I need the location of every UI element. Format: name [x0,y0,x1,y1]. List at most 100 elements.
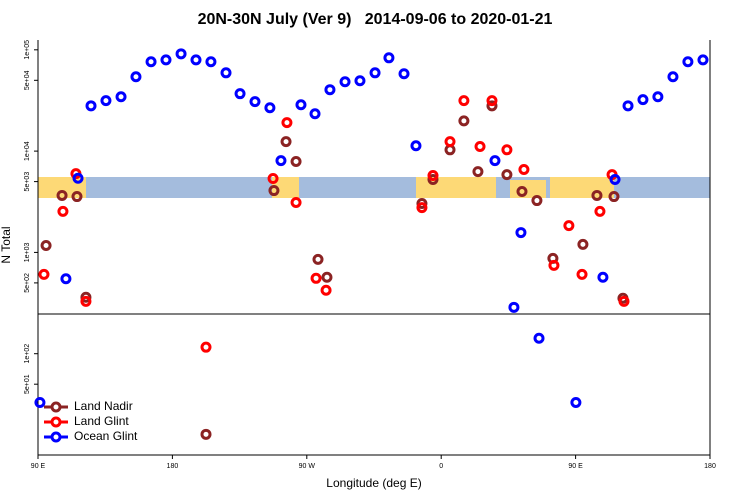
land-strip [510,180,546,198]
point [489,155,501,167]
point [200,341,212,353]
legend-marker [50,401,62,413]
point [275,155,287,167]
point [618,295,630,307]
point [474,141,486,153]
point [697,54,709,66]
point [416,197,428,209]
y-tick-label: 1e+04 [24,141,31,161]
point [115,91,127,103]
y-tick-label: 5e+04 [24,70,31,90]
point [622,100,634,112]
point [369,67,381,79]
point [71,191,83,203]
point [40,240,52,252]
point [56,189,68,201]
point [130,71,142,83]
point [321,271,333,283]
point [290,156,302,168]
point [398,68,410,80]
point [548,259,560,271]
x-tick-label: 0 [439,463,443,470]
point [249,96,261,108]
point [563,220,575,232]
point [444,136,456,148]
point [38,268,50,280]
point [416,202,428,214]
point [85,100,97,112]
point [576,268,588,280]
point [200,428,212,440]
point [427,174,439,186]
point [80,295,92,307]
point [290,196,302,208]
point [205,56,217,68]
point [34,396,46,408]
point [570,396,582,408]
y-tick-label: 1e+05 [24,40,31,60]
point [458,115,470,127]
point [57,205,69,217]
point [100,95,112,107]
point [175,48,187,60]
point [190,54,202,66]
point [609,174,621,186]
legend-label: Land Glint [74,414,129,428]
point [145,56,157,68]
point [295,99,307,111]
point [160,54,172,66]
legend-marker [50,416,62,428]
point [310,272,322,284]
legend-marker [50,431,62,443]
point [591,189,603,201]
point [354,75,366,87]
point [267,173,279,185]
y-axis-label: N Total [0,226,13,263]
point [458,95,470,107]
point [312,253,324,265]
x-tick-label: 90 E [31,463,46,470]
point [410,140,422,152]
point [281,117,293,129]
y-tick-label: 5e+02 [24,273,31,293]
point [501,144,513,156]
point [515,227,527,239]
point [60,273,72,285]
point [309,108,321,120]
x-tick-label: 180 [167,463,179,470]
point [427,170,439,182]
point [682,56,694,68]
legend-label: Land Nadir [74,399,133,413]
point [594,205,606,217]
point [264,102,276,114]
point [320,284,332,296]
point [486,95,498,107]
x-tick-label: 90 E [568,463,583,470]
y-tick-label: 1e+02 [24,344,31,364]
point [518,164,530,176]
point [501,169,513,181]
point [72,172,84,184]
point [667,71,679,83]
point [597,271,609,283]
x-axis-label: Longitude (deg E) [326,476,421,490]
point [280,136,292,148]
point [268,185,280,197]
point [516,186,528,198]
x-tick-label: 90 W [299,463,316,470]
point [324,84,336,96]
y-tick-label: 5e+01 [24,374,31,394]
point [486,100,498,112]
point [383,52,395,64]
legend-label: Ocean Glint [74,429,138,443]
point [637,94,649,106]
point [577,238,589,250]
point [608,191,620,203]
chart-title: 20N-30N July (Ver 9) 2014-09-06 to 2020-… [198,11,553,28]
land-strip [550,177,614,198]
point [652,91,664,103]
y-tick-label: 1e+03 [24,242,31,262]
x-tick-label: 180 [704,463,716,470]
